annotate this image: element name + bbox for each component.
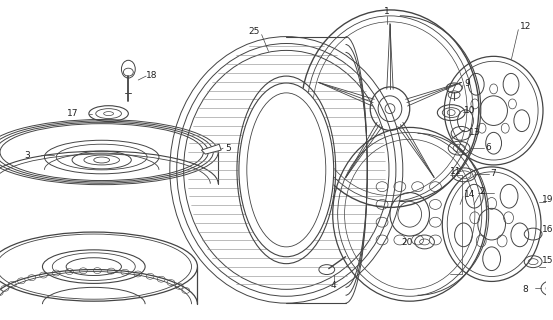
Text: 3: 3 — [25, 151, 30, 160]
Text: 6: 6 — [486, 143, 492, 152]
Text: 25: 25 — [249, 27, 260, 36]
Text: 20: 20 — [401, 238, 413, 247]
Text: 15: 15 — [542, 256, 553, 265]
Text: 11: 11 — [450, 167, 462, 176]
Ellipse shape — [239, 83, 333, 257]
Text: 16: 16 — [542, 225, 553, 234]
Text: 8: 8 — [523, 285, 528, 294]
Polygon shape — [201, 144, 221, 154]
Ellipse shape — [328, 123, 492, 306]
Text: 5: 5 — [225, 144, 231, 153]
Ellipse shape — [441, 53, 546, 168]
Text: 14: 14 — [464, 190, 476, 199]
Text: 10: 10 — [464, 106, 476, 115]
Text: 9: 9 — [464, 79, 469, 88]
Text: 12: 12 — [520, 22, 531, 31]
Text: 18: 18 — [146, 71, 158, 80]
Text: 19: 19 — [542, 195, 553, 204]
Text: 4: 4 — [331, 281, 337, 290]
Text: 1: 1 — [384, 7, 390, 16]
Text: 2: 2 — [480, 187, 486, 196]
Text: 17: 17 — [67, 109, 79, 118]
Ellipse shape — [167, 34, 406, 306]
Ellipse shape — [296, 5, 484, 212]
Ellipse shape — [439, 164, 544, 284]
Text: 13: 13 — [469, 128, 481, 137]
Text: 7: 7 — [491, 169, 497, 178]
Ellipse shape — [0, 117, 220, 187]
Ellipse shape — [0, 229, 200, 304]
